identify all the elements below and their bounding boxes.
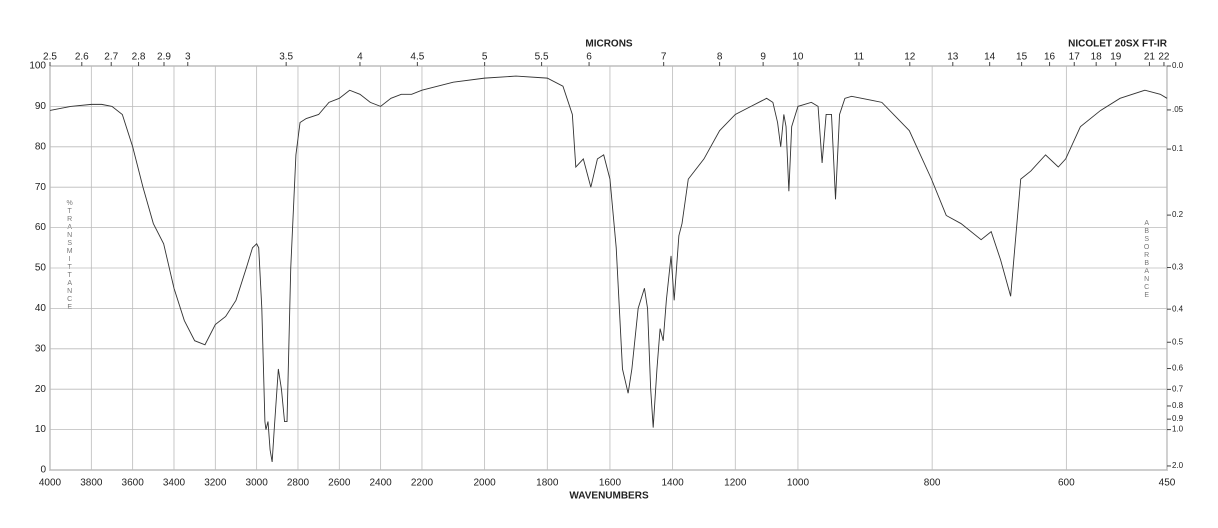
micron-tick-label: 4 bbox=[357, 52, 363, 63]
micron-tick-label: 3.5 bbox=[279, 52, 293, 63]
x-tick-label: 4000 bbox=[39, 478, 62, 489]
x-tick-label: 800 bbox=[924, 478, 941, 489]
x-tick-label: 1200 bbox=[724, 478, 747, 489]
y2-tick-label: .05 bbox=[1172, 105, 1184, 114]
chart-title: NICOLET 20SX FT-IR bbox=[1068, 39, 1168, 50]
micron-tick-label: 2.7 bbox=[104, 52, 118, 63]
micron-tick-label: 5.5 bbox=[535, 52, 549, 63]
y-tick-label: 70 bbox=[35, 182, 47, 193]
y-tick-label: 60 bbox=[35, 222, 47, 233]
micron-tick-label: 14 bbox=[984, 52, 996, 63]
micron-tick-label: 11 bbox=[854, 52, 865, 63]
y-axis-label: %TRANSMITTANCE bbox=[66, 200, 73, 312]
micron-tick-label: 21 bbox=[1144, 52, 1156, 63]
x-tick-label: 1400 bbox=[661, 478, 684, 489]
y-tick-label: 80 bbox=[35, 141, 47, 152]
y-tick-label: 20 bbox=[35, 384, 47, 395]
y-tick-label: 100 bbox=[29, 61, 46, 72]
y2-tick-label: 1.0 bbox=[1172, 425, 1184, 434]
x-tick-label: 1800 bbox=[536, 478, 559, 489]
y2-tick-label: 0.9 bbox=[1172, 414, 1184, 423]
x-tick-label: 450 bbox=[1159, 478, 1176, 489]
y-tick-label: 40 bbox=[35, 303, 47, 314]
x-tick-label: 600 bbox=[1058, 478, 1075, 489]
x-tick-label: 2800 bbox=[287, 478, 310, 489]
micron-tick-label: 17 bbox=[1069, 52, 1081, 63]
y-tick-label: 50 bbox=[35, 263, 47, 274]
y-tick-label: 0 bbox=[40, 465, 46, 476]
x-tick-label: 3600 bbox=[122, 478, 145, 489]
micron-tick-label: 2.9 bbox=[157, 52, 171, 63]
x-tick-label: 2600 bbox=[328, 478, 351, 489]
y2-tick-label: 0.4 bbox=[1172, 304, 1184, 313]
x-tick-label: 1000 bbox=[787, 478, 810, 489]
micron-tick-label: 2.5 bbox=[43, 52, 57, 63]
micron-tick-label: 2.8 bbox=[132, 52, 146, 63]
micron-tick-label: 7 bbox=[661, 52, 667, 63]
micron-tick-label: 3 bbox=[185, 52, 191, 63]
x-tick-label: 1600 bbox=[599, 478, 622, 489]
y2-axis-label: ABSORBANCE bbox=[1143, 220, 1150, 300]
micron-tick-label: 8 bbox=[717, 52, 723, 63]
micron-tick-label: 4.5 bbox=[410, 52, 424, 63]
micron-tick-label: 13 bbox=[947, 52, 959, 63]
y2-tick-label: 0.8 bbox=[1172, 401, 1184, 410]
micron-tick-label: 9 bbox=[760, 52, 766, 63]
y2-tick-label: 0.1 bbox=[1172, 144, 1184, 153]
y2-tick-label: 0.0 bbox=[1172, 61, 1184, 70]
y2-tick-label: 0.7 bbox=[1172, 385, 1184, 394]
micron-tick-label: 6 bbox=[586, 52, 592, 63]
micron-tick-label: 5 bbox=[482, 52, 488, 63]
x-tick-label: 3200 bbox=[204, 478, 227, 489]
y-tick-label: 10 bbox=[35, 424, 47, 435]
x-tick-label: 2400 bbox=[370, 478, 393, 489]
micron-tick-label: 15 bbox=[1016, 52, 1028, 63]
y2-tick-label: 0.3 bbox=[1172, 263, 1184, 272]
micron-tick-label: 19 bbox=[1110, 52, 1122, 63]
micron-tick-label: 22 bbox=[1158, 52, 1170, 63]
x-tick-label: 2000 bbox=[473, 478, 496, 489]
micron-tick-label: 10 bbox=[792, 52, 804, 63]
y2-tick-label: 2.0 bbox=[1172, 461, 1184, 470]
top-axis-label: MICRONS bbox=[585, 39, 633, 50]
y2-tick-label: 0.5 bbox=[1172, 337, 1184, 346]
x-tick-label: 3800 bbox=[80, 478, 103, 489]
micron-tick-label: 18 bbox=[1091, 52, 1103, 63]
spectrum-line bbox=[49, 75, 1168, 462]
x-tick-label: 2200 bbox=[411, 478, 434, 489]
micron-tick-label: 2.6 bbox=[75, 52, 89, 63]
x-axis-label: WAVENUMBERS bbox=[569, 491, 649, 502]
micron-tick-label: 16 bbox=[1044, 52, 1056, 63]
micron-tick-label: 12 bbox=[904, 52, 916, 63]
y-tick-label: 30 bbox=[35, 343, 47, 354]
x-tick-label: 3400 bbox=[163, 478, 186, 489]
x-tick-label: 3000 bbox=[246, 478, 269, 489]
y2-tick-label: 0.6 bbox=[1172, 364, 1184, 373]
y-tick-label: 90 bbox=[35, 101, 47, 112]
y2-tick-label: 0.2 bbox=[1172, 210, 1184, 219]
